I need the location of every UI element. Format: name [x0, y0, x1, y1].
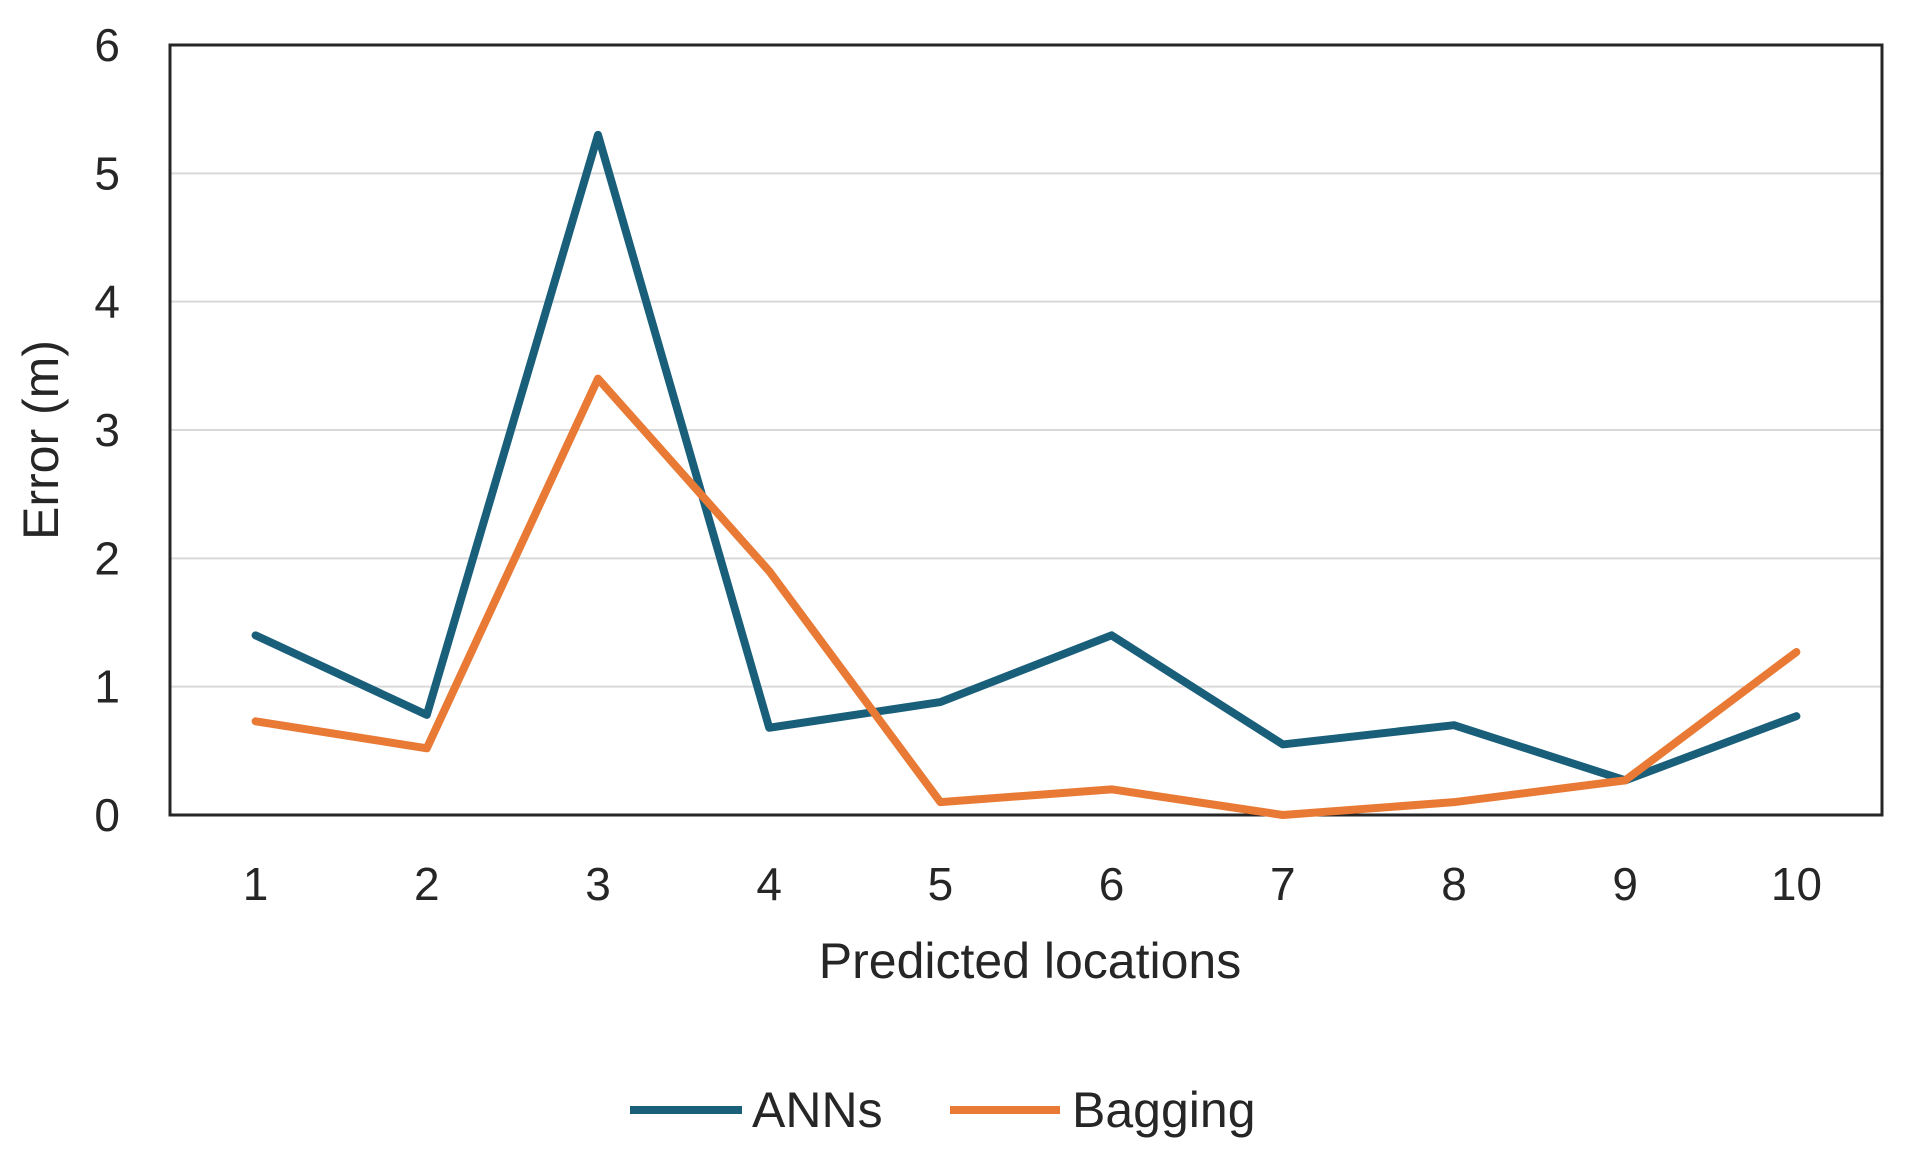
- x-axis-title: Predicted locations: [819, 933, 1241, 989]
- series-line-bagging: [256, 379, 1797, 815]
- y-tick-label: 6: [94, 19, 120, 71]
- x-tick-label: 7: [1270, 858, 1296, 910]
- y-axis-ticks: 0 1 2 3 4 5 6: [94, 19, 120, 841]
- legend: ANNs Bagging: [630, 1082, 1256, 1138]
- x-tick-label: 8: [1441, 858, 1467, 910]
- x-tick-label: 10: [1771, 858, 1822, 910]
- x-axis-ticks: 1 2 3 4 5 6 7 8 9 10: [243, 858, 1822, 910]
- series-line-anns: [256, 135, 1797, 781]
- y-tick-label: 4: [94, 276, 120, 328]
- x-tick-label: 4: [756, 858, 782, 910]
- legend-label: Bagging: [1072, 1082, 1256, 1138]
- y-tick-label: 1: [94, 661, 120, 713]
- legend-entry-anns: ANNs: [630, 1082, 883, 1138]
- x-tick-label: 5: [928, 858, 954, 910]
- x-tick-label: 2: [414, 858, 440, 910]
- y-tick-label: 5: [94, 147, 120, 199]
- y-tick-label: 3: [94, 404, 120, 456]
- x-tick-label: 1: [243, 858, 269, 910]
- x-tick-label: 6: [1099, 858, 1125, 910]
- x-tick-label: 3: [585, 858, 611, 910]
- legend-label: ANNs: [752, 1082, 883, 1138]
- y-tick-label: 0: [94, 789, 120, 841]
- y-tick-label: 2: [94, 532, 120, 584]
- legend-entry-bagging: Bagging: [950, 1082, 1256, 1138]
- y-axis-title: Error (m): [13, 340, 69, 540]
- x-tick-label: 9: [1612, 858, 1638, 910]
- series-layer: [256, 135, 1797, 815]
- grid-layer: [170, 173, 1882, 686]
